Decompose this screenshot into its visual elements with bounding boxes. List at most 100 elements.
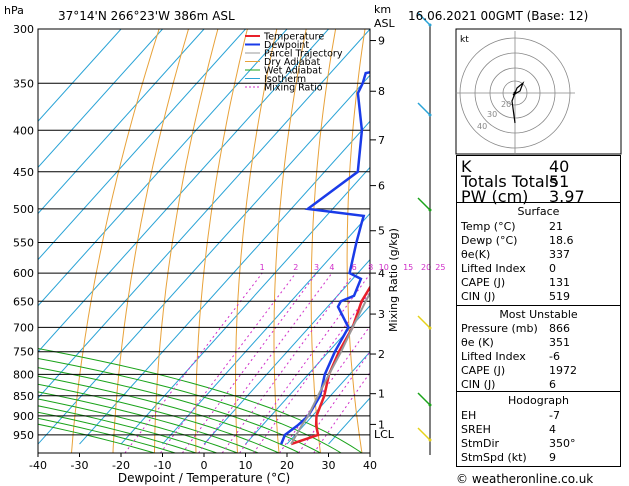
mixing-ratio-label: 15	[403, 263, 413, 272]
tt-row: Totals Totals 51	[461, 172, 570, 191]
eh-row: EH -7	[461, 409, 560, 422]
dry-adiabat	[195, 29, 248, 453]
mixing-ratio-label: 2	[293, 263, 298, 272]
series-temperature	[290, 284, 370, 446]
mixing-ratio-line	[253, 291, 370, 453]
pressure-tick-label: 400	[13, 124, 34, 137]
isotherm-line	[38, 29, 122, 123]
surface-temp-row: Temp (°C) 21	[461, 220, 563, 233]
km-tick-label: 5	[378, 225, 385, 238]
hodograph-trace	[511, 81, 525, 124]
copyright: © weatheronline.co.uk	[456, 472, 593, 486]
wet-adiabat	[38, 347, 363, 453]
mixing-ratio-label: 6	[352, 263, 357, 272]
location-title: 37°14'N 266°23'W 386m ASL	[58, 9, 235, 23]
pressure-tick-label: 500	[13, 203, 34, 216]
wind-barb	[417, 392, 431, 406]
mixing-ratio-labels: 1 2 3 4 6 8 10 15 20 25	[260, 263, 446, 272]
x-tick-label: 10	[239, 459, 253, 472]
mu-li-row: Lifted Index -6	[461, 350, 560, 363]
pressure-tick-label: 350	[13, 77, 34, 90]
legend-label: Dewpoint	[264, 40, 309, 51]
wind-profile	[417, 12, 432, 455]
k-row: K 40	[461, 157, 570, 176]
hodograph-table: Hodograph EH -7 SREH 4 StmDir 350° StmSpd (…	[456, 391, 621, 467]
mixing-ratio-label: 1	[260, 263, 265, 272]
surface-table: Surface Temp (°C) 21 Dewp (°C) 18.6 θe(K) 3…	[456, 202, 621, 306]
pressure-tick-label: 450	[13, 166, 34, 179]
most-unstable-table: Most Unstable Pressure (mb) 866 θe (K) 351…	[456, 305, 621, 392]
km-tick-label: 3	[378, 308, 385, 321]
mixing-ratio-line	[124, 272, 263, 453]
pressure-tick-label: 300	[13, 23, 34, 36]
km-tick-label: 7	[378, 134, 385, 147]
pressure-tick-label: 700	[13, 321, 34, 334]
x-tick-label: -20	[112, 459, 130, 472]
wind-barb	[417, 427, 431, 441]
wet-adiabat	[38, 357, 342, 453]
wet-adiabat	[38, 398, 238, 453]
pressure-tick-label: 600	[13, 267, 34, 280]
km-tick-label: 6	[378, 180, 385, 193]
pressure-tick-label: 800	[13, 368, 34, 381]
wet-adiabat	[38, 391, 259, 453]
wind-barb-dot	[428, 208, 432, 212]
mixing-ratio-line	[221, 272, 355, 453]
x-axis-title: Dewpoint / Temperature (°C)	[118, 471, 290, 485]
km-tick-label: 2	[378, 348, 385, 361]
surface-theta-row: θe(K) 337	[461, 248, 570, 261]
x-tick-label: -40	[29, 459, 47, 472]
km-label: km	[374, 3, 391, 16]
wet-adiabat	[38, 367, 321, 453]
pressure-tick-label: 900	[13, 410, 34, 423]
legend-label: Parcel Trajectory	[264, 49, 343, 60]
x-tick-label: 20	[280, 459, 294, 472]
most-unstable-title: Most Unstable	[499, 308, 578, 321]
isotherm-line	[38, 74, 370, 445]
mu-pressure-row: Pressure (mb) 866	[461, 322, 570, 335]
mu-theta-row: θe (K) 351	[461, 336, 570, 349]
hodograph-ring-label: 20	[501, 100, 511, 109]
mixing-ratio-line	[159, 272, 297, 453]
mixing-ratio-label: 8	[368, 263, 373, 272]
mixing-ratio-label: 20	[421, 263, 431, 272]
wind-barb	[417, 12, 431, 26]
mixing-ratio-label: 25	[435, 263, 445, 272]
surface-dewp-row: Dewp (°C) 18.6	[461, 234, 574, 247]
mixing-ratio-line	[181, 272, 318, 453]
isotherm-line	[38, 29, 163, 169]
legend-label: Isotherm	[264, 74, 306, 85]
pw-row: PW (cm) 3.97	[461, 187, 585, 206]
pressure-tick-label: 950	[13, 429, 34, 442]
km-tick-label: 4	[378, 267, 385, 280]
pressure-tick-label: 850	[13, 390, 34, 403]
pressure-tick-label: 550	[13, 236, 34, 249]
mu-cin-row: CIN (J) 6	[461, 378, 556, 391]
wet-adiabat	[38, 405, 217, 453]
wet-adiabat	[38, 383, 280, 453]
x-tick-label: -10	[154, 459, 172, 472]
hodograph-title: Hodograph	[508, 394, 569, 407]
km-tick-label: 8	[378, 85, 385, 98]
x-tick-label: -30	[71, 459, 89, 472]
wind-barb-dot	[428, 403, 432, 407]
pressure-tick-label: 750	[13, 346, 34, 359]
hodograph-ring-label: 30	[487, 110, 497, 119]
km-tick-label: 1	[378, 388, 385, 401]
km-axis: 9 8 7 6 5 4 3 2 1 1	[369, 29, 385, 453]
wind-barb-dot	[428, 23, 432, 27]
km-tick-label: 9	[378, 35, 385, 48]
wind-barb	[417, 102, 431, 116]
mu-cape-row: CAPE (J) 1972	[461, 364, 577, 377]
datetime-title: 16.06.2021 00GMT (Base: 12)	[408, 9, 588, 23]
hpa-label: hPa	[4, 4, 24, 17]
stmspd-row: StmSpd (kt) 9	[461, 451, 556, 464]
mixing-ratio-axis-title: Mixing Ratio (g/kg)	[387, 228, 400, 332]
hodograph-ring-label: 40	[477, 122, 487, 131]
mixing-ratio-line	[198, 272, 333, 453]
pressure-tick-label: 650	[13, 295, 34, 308]
wind-barb-dot	[428, 326, 432, 330]
mixing-ratio-label: 3	[314, 263, 319, 272]
